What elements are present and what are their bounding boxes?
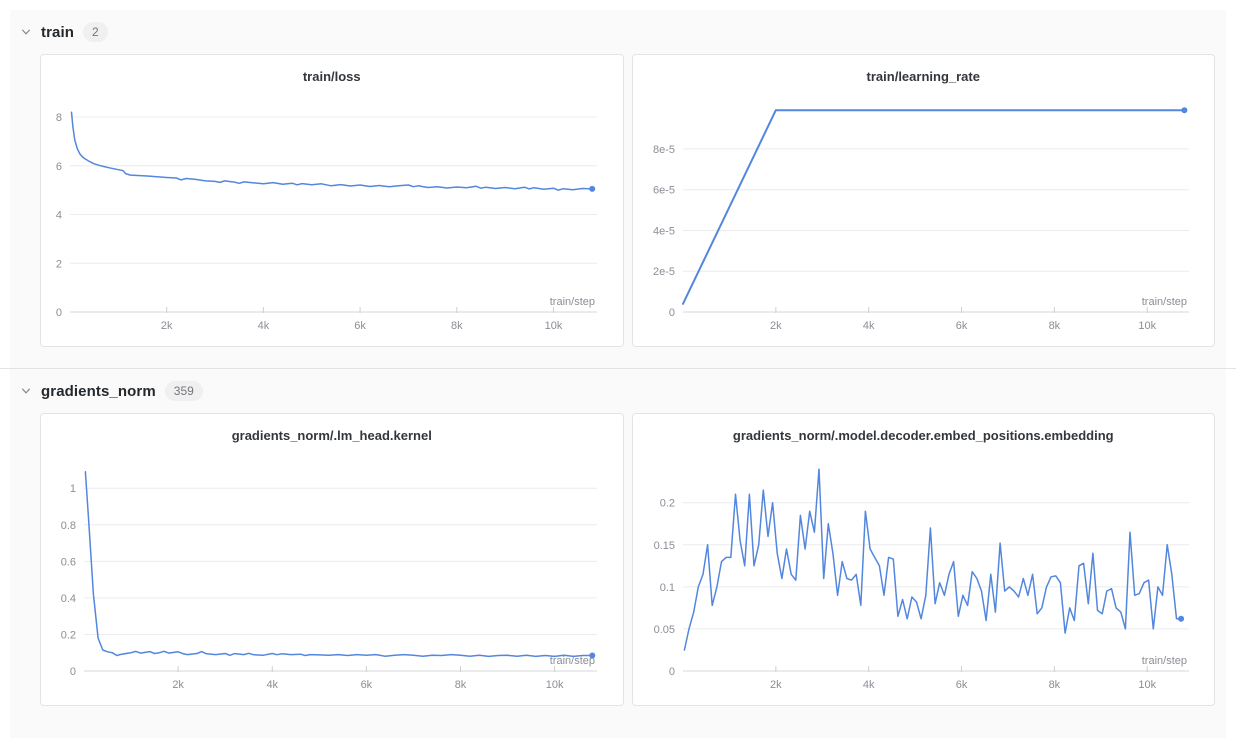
chart-row-train: train/loss 0 2 4 6 8 2k 4k 6k 8k 10k train/step tr… xyxy=(10,54,1226,347)
svg-text:10k: 10k xyxy=(1138,320,1156,332)
embed-positions-line-chart[interactable]: 0 0.05 0.1 0.15 0.2 2k 4k 6k 8k 10k train/step xyxy=(633,451,1215,705)
section-divider xyxy=(0,368,1236,369)
svg-text:8k: 8k xyxy=(451,320,463,332)
svg-text:0.2: 0.2 xyxy=(659,498,674,510)
svg-text:0.4: 0.4 xyxy=(61,593,76,605)
svg-text:2k: 2k xyxy=(161,320,173,332)
chart-card-embed-positions[interactable]: gradients_norm/.model.decoder.embed_posi… xyxy=(631,413,1215,706)
chart-title-train-learning-rate: train/learning_rate xyxy=(866,69,980,84)
svg-text:2: 2 xyxy=(56,258,62,270)
svg-text:0: 0 xyxy=(668,666,674,678)
svg-text:train/step: train/step xyxy=(550,655,595,667)
svg-text:8k: 8k xyxy=(455,679,467,691)
svg-text:0.8: 0.8 xyxy=(61,520,76,532)
svg-text:0: 0 xyxy=(70,666,76,678)
svg-text:6k: 6k xyxy=(354,320,366,332)
svg-text:2k: 2k xyxy=(770,679,782,691)
svg-text:0.15: 0.15 xyxy=(653,540,674,552)
chart-title-embed-positions: gradients_norm/.model.decoder.embed_posi… xyxy=(732,428,1114,443)
section-train: train 2 train/loss 0 2 4 6 8 2k 4k 6k 8k 10k train… xyxy=(10,10,1226,368)
svg-text:train/step: train/step xyxy=(550,296,595,308)
chevron-down-icon[interactable] xyxy=(20,385,32,397)
section-gradients-norm-title: gradients_norm xyxy=(41,382,156,400)
chart-title-lm-head-kernel: gradients_norm/.lm_head.kernel xyxy=(231,428,432,443)
chart-card-lm-head-kernel[interactable]: gradients_norm/.lm_head.kernel 0 0.2 0.4 0.… xyxy=(40,413,624,706)
svg-text:6: 6 xyxy=(56,161,62,173)
svg-text:0.1: 0.1 xyxy=(659,582,674,594)
chart-card-train-loss[interactable]: train/loss 0 2 4 6 8 2k 4k 6k 8k 10k train/step xyxy=(40,54,624,347)
svg-text:4k: 4k xyxy=(266,679,278,691)
svg-text:4k: 4k xyxy=(258,320,270,332)
svg-text:6k: 6k xyxy=(955,679,967,691)
section-gradients-norm: gradients_norm 359 gradients_norm/.lm_he… xyxy=(10,369,1226,738)
svg-text:0.2: 0.2 xyxy=(61,629,76,641)
svg-text:4k: 4k xyxy=(862,320,874,332)
svg-text:8e-5: 8e-5 xyxy=(652,144,674,156)
chart-row-gradients-norm: gradients_norm/.lm_head.kernel 0 0.2 0.4 0.… xyxy=(10,413,1226,706)
svg-text:8k: 8k xyxy=(1048,679,1060,691)
section-train-count-badge: 2 xyxy=(83,22,108,42)
svg-text:10k: 10k xyxy=(545,320,563,332)
svg-text:0: 0 xyxy=(668,307,674,319)
svg-text:2e-5: 2e-5 xyxy=(652,266,674,278)
svg-text:train/step: train/step xyxy=(1141,655,1186,667)
lm-head-kernel-line-chart[interactable]: 0 0.2 0.4 0.6 0.8 1 2k 4k 6k 8k 10k train/step xyxy=(41,451,623,705)
svg-text:6k: 6k xyxy=(955,320,967,332)
section-gradients-norm-count-badge: 359 xyxy=(164,381,203,401)
svg-text:6k: 6k xyxy=(361,679,373,691)
svg-text:4k: 4k xyxy=(862,679,874,691)
svg-text:0.6: 0.6 xyxy=(61,556,76,568)
section-train-header[interactable]: train 2 xyxy=(10,10,1226,54)
svg-text:10k: 10k xyxy=(1138,679,1156,691)
svg-text:4e-5: 4e-5 xyxy=(652,225,674,237)
svg-text:2k: 2k xyxy=(172,679,184,691)
svg-text:4: 4 xyxy=(56,210,62,222)
svg-text:1: 1 xyxy=(70,483,76,495)
svg-text:10k: 10k xyxy=(546,679,564,691)
section-train-title: train xyxy=(41,23,75,41)
svg-text:train/step: train/step xyxy=(1141,296,1186,308)
chart-card-train-learning-rate[interactable]: train/learning_rate 0 2e-5 4e-5 6e-5 8e-5 2k 4… xyxy=(631,54,1215,347)
section-gradients-norm-header[interactable]: gradients_norm 359 xyxy=(10,369,1226,413)
svg-text:8k: 8k xyxy=(1048,320,1060,332)
svg-text:2k: 2k xyxy=(770,320,782,332)
svg-text:0: 0 xyxy=(56,307,62,319)
chevron-down-icon[interactable] xyxy=(20,26,32,38)
train-loss-line-chart[interactable]: 0 2 4 6 8 2k 4k 6k 8k 10k train/step xyxy=(41,92,623,346)
chart-title-train-loss: train/loss xyxy=(302,69,361,84)
train-learning-rate-line-chart[interactable]: 0 2e-5 4e-5 6e-5 8e-5 2k 4k 6k 8k 10k train/step xyxy=(633,92,1215,346)
svg-text:8: 8 xyxy=(56,112,62,124)
svg-text:0.05: 0.05 xyxy=(653,624,674,636)
svg-text:6e-5: 6e-5 xyxy=(652,185,674,197)
